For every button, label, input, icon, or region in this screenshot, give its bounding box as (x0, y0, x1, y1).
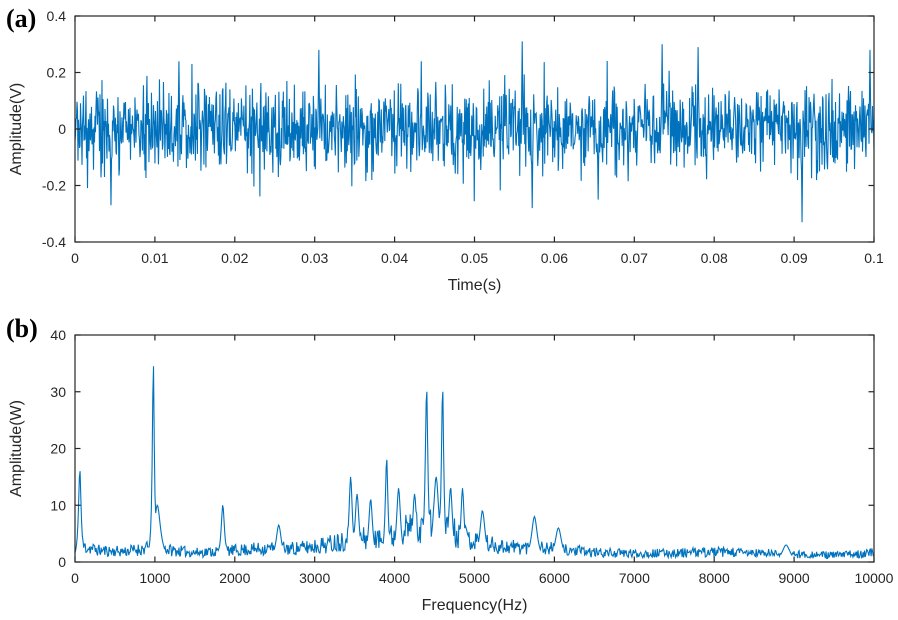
y-tick-label: 0 (58, 554, 66, 570)
y-ticks (75, 334, 874, 563)
y-tick-label: 30 (50, 384, 66, 400)
frequency-spectrum-chart: 0 1000 2000 3000 4000 5000 6000 7000 8000 9000 100… (8, 327, 894, 614)
x-tick-label: 0.01 (141, 250, 168, 266)
y-tick-label: 0 (58, 121, 66, 137)
x-axis-label: Frequency(Hz) (422, 597, 528, 614)
x-tick-label: 0 (71, 570, 79, 586)
y-tick-label: -0.2 (42, 178, 66, 194)
x-tick-label: 0.06 (541, 250, 568, 266)
x-tick-label: 0.09 (780, 250, 807, 266)
x-tick-label: 1000 (139, 570, 170, 586)
y-tick-label: 40 (50, 327, 66, 343)
x-tick-label: 0 (71, 250, 79, 266)
y-tick-label: -0.4 (42, 234, 66, 250)
panel-a-label: (a) (6, 4, 37, 33)
x-tick-label: 10000 (855, 570, 894, 586)
x-tick-label: 8000 (699, 570, 730, 586)
x-tick-label: 4000 (379, 570, 410, 586)
y-axis-label: Amplitude(V) (8, 83, 25, 175)
x-tick-label: 0.02 (221, 250, 248, 266)
x-tick-label: 0.03 (301, 250, 328, 266)
x-tick-label: 0.08 (701, 250, 728, 266)
y-tick-label: 0.4 (47, 8, 67, 24)
x-tick-label: 2000 (219, 570, 250, 586)
x-tick-label: 0.07 (621, 250, 648, 266)
axes-box (74, 334, 875, 563)
time-series-chart: 0 0.01 0.02 0.03 0.04 0.05 0.06 0.07 0.08 0.09 0.1… (8, 8, 884, 294)
y-tick-label: 20 (50, 441, 66, 457)
x-ticks (74, 335, 875, 562)
x-tick-label: 7000 (619, 570, 650, 586)
y-tick-label: 10 (50, 497, 66, 513)
x-tick-label: 6000 (539, 570, 570, 586)
x-tick-label: 3000 (299, 570, 330, 586)
y-tick-label: 0.2 (47, 65, 67, 81)
x-ticks (74, 16, 875, 242)
panel-b-label: (b) (6, 314, 38, 343)
x-tick-label: 9000 (779, 570, 810, 586)
x-tick-label: 5000 (459, 570, 490, 586)
x-tick-label: 0.05 (461, 250, 488, 266)
x-tick-label: 0.1 (864, 250, 884, 266)
x-tick-label: 0.04 (381, 250, 408, 266)
y-axis-label: Amplitude(W) (8, 400, 25, 497)
y-ticks (75, 15, 874, 243)
series-line (75, 366, 874, 560)
x-axis-label: Time(s) (448, 277, 502, 294)
series-line (75, 41, 874, 223)
